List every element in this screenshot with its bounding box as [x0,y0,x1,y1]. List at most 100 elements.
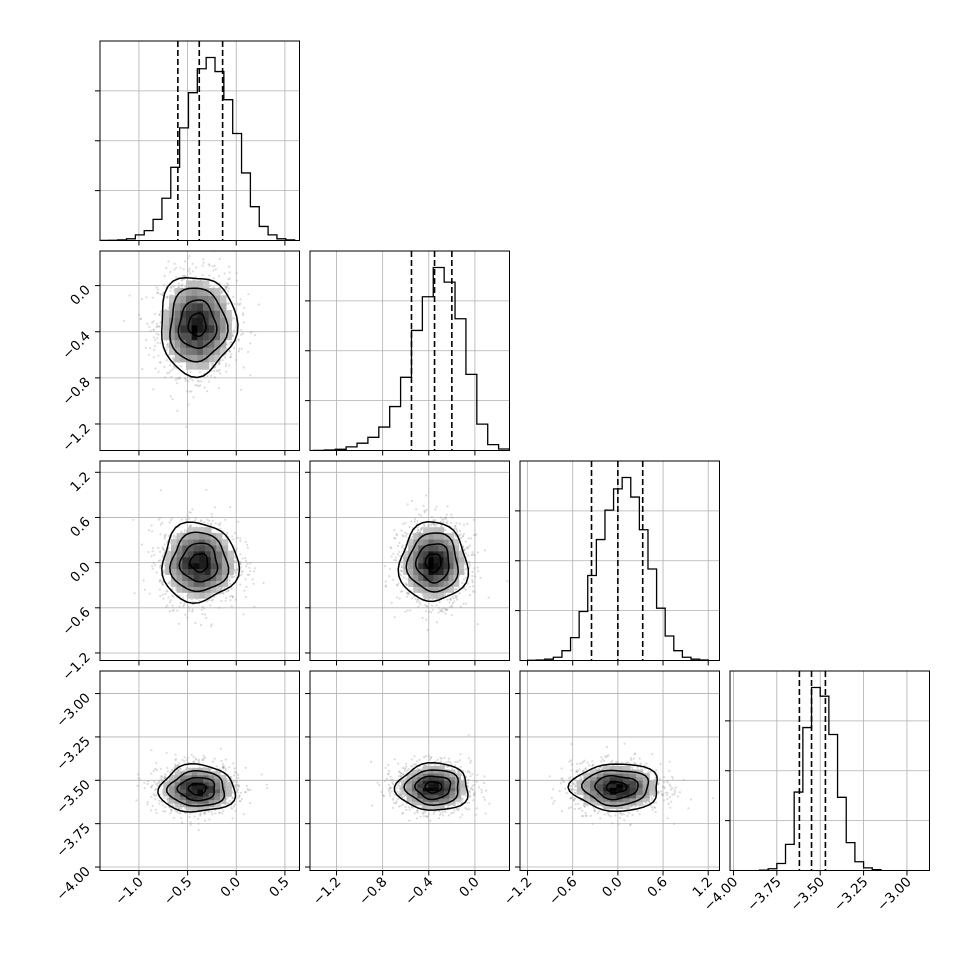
scatter-point [674,786,677,789]
density-cell [180,354,187,363]
density-cell [197,778,204,783]
density-cell [590,787,598,792]
density-cell [418,556,424,564]
scatter-point [157,288,160,291]
scatter-point [155,794,158,797]
scatter-point [152,356,155,359]
density-cell [225,781,232,786]
panel-frame [99,460,300,661]
density-cell [182,550,189,558]
scatter-point [570,742,573,746]
scatter-point [389,787,392,790]
scatter-point [440,757,443,760]
scatter-point [399,590,403,593]
density-cell [165,556,172,564]
scatter-point [424,755,427,758]
density-cell [438,568,444,575]
density-cell [406,797,413,802]
scatter-point [173,262,176,265]
scatter-point [469,787,472,790]
density-cell [609,801,617,806]
scatter-point [199,812,202,815]
density-cell [186,324,193,333]
scatter-point [173,767,176,770]
scatter-point [441,518,444,521]
scatter-point [164,775,167,778]
scatter-point [471,570,474,574]
density-cell [220,792,227,797]
scatter-point [405,583,408,586]
scatter-point [552,802,555,805]
density-cell [199,556,206,564]
scatter-point [240,347,243,350]
scatter-point [168,580,171,583]
density-cell [616,783,624,788]
scatter-point [570,796,573,799]
scatter-point [165,589,168,592]
scatter-point [236,787,239,791]
scatter-point [224,518,227,521]
scatter-point [397,762,400,765]
scatter-point [467,554,470,557]
scatter-point [187,761,190,764]
density-cell [616,766,624,771]
scatter-point [484,812,487,815]
density-cell [616,776,624,781]
density-cell [214,310,221,318]
scatter-point [239,561,242,564]
density-cell [186,778,193,783]
scatter-point [610,761,613,764]
scatter-point [159,489,162,492]
scatter-point [157,333,160,336]
density-cell [411,769,418,774]
scatter-point [165,798,169,801]
scatter-point [168,610,171,613]
scatter-point [398,784,401,788]
scatter-point [429,524,432,527]
scatter-point [432,812,435,816]
density-cell [438,769,445,774]
scatter-point [418,531,421,534]
scatter-point [569,806,573,809]
scatter-point [231,334,235,338]
density-cell [199,539,206,546]
density-cell [197,280,204,289]
scatter-point [480,791,483,794]
scatter-point [462,545,465,548]
density-cell [448,574,455,581]
scatter-point [188,525,191,528]
scatter-point [203,812,206,815]
scatter-point [180,821,184,825]
scatter-point [183,260,187,263]
scatter-point [467,546,470,549]
density-cell [449,780,456,785]
scatter-point [179,284,182,287]
density-cell [203,792,210,797]
scatter-point [160,778,163,781]
density-cell [225,310,232,318]
scatter-point [662,799,666,802]
scatter-point [244,540,247,544]
density-cell [622,766,631,771]
scatter-point [244,791,247,794]
scatter-point [156,782,159,785]
density-cell [174,774,181,779]
density-cell [411,787,418,792]
scatter-point [392,578,395,581]
density-cell [449,783,456,788]
density-cell [401,780,408,785]
scatter-point [462,602,465,606]
density-cell [413,533,419,540]
scatter-point [408,819,411,822]
scatter-point [659,763,662,766]
density-cell [174,302,181,311]
scatter-point [167,797,170,801]
x-tick-label: −0.5 [161,874,195,908]
scatter-point [237,520,240,523]
scatter-point [463,548,466,551]
scatter-point [615,808,618,812]
scatter-point [236,302,239,306]
scatter-point [433,524,436,527]
scatter-point [163,562,166,566]
density-cell [204,574,212,581]
